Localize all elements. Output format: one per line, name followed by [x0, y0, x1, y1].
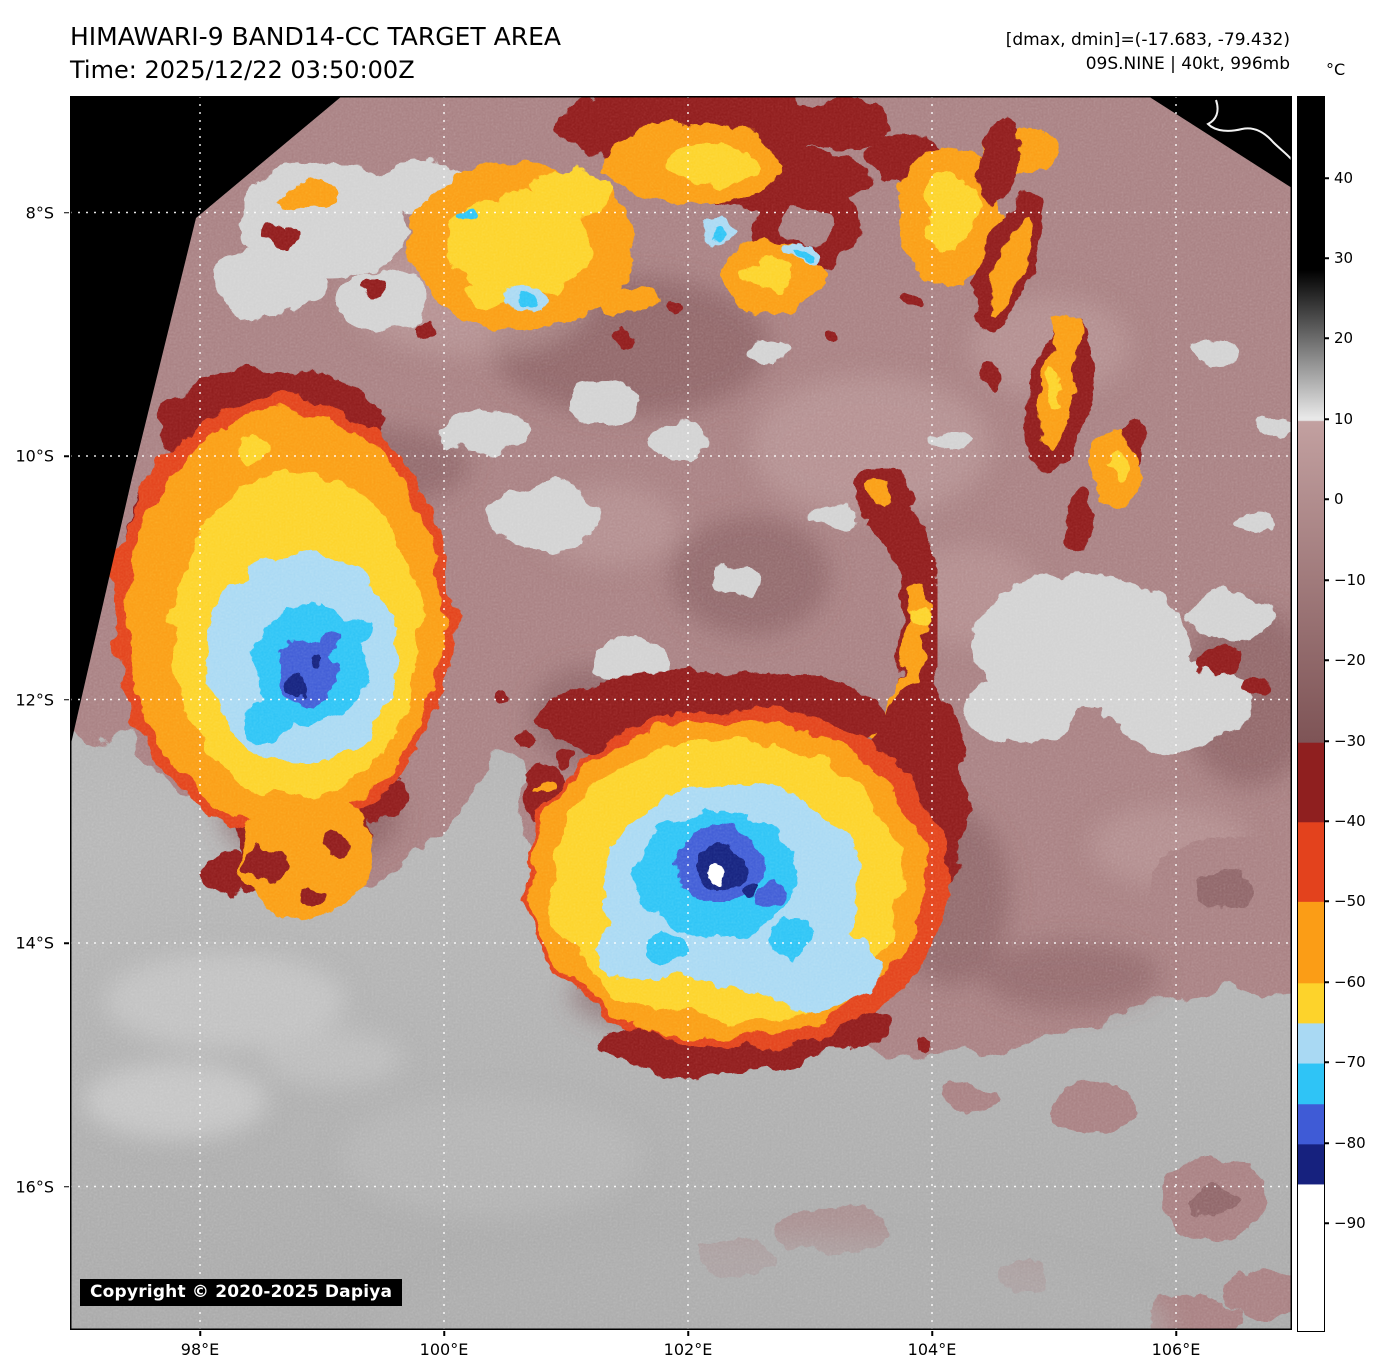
satellite-image [70, 96, 1292, 1330]
colorbar-tick-labels: 40 30 20 10 0 −10 −20 −30 −40 −50 −60 −7… [1324, 96, 1388, 1330]
colorbar-unit-label: °C [1326, 60, 1346, 79]
colorbar-tick-label: −60 [1334, 973, 1366, 991]
lat-tick-label: 14°S [15, 933, 54, 953]
lat-tick-label: 16°S [15, 1177, 54, 1196]
product-title: HIMAWARI-9 BAND14-CC TARGET AREA [70, 22, 562, 51]
colorbar-tick-label: −70 [1334, 1053, 1366, 1071]
lon-tick-label: 102°E [663, 1340, 713, 1359]
lon-tick-label: 100°E [419, 1340, 469, 1359]
lon-tick-label: 98°E [180, 1340, 220, 1359]
map-frame [70, 96, 1292, 1330]
lon-axis-ticks [70, 1331, 1292, 1337]
colorbar-tick-label: 0 [1334, 490, 1344, 508]
colorbar-tick-label: 20 [1334, 329, 1354, 347]
colorbar-tick-label: 30 [1334, 249, 1354, 267]
colorbar-tick-label: −30 [1334, 732, 1366, 750]
colorbar-tick-label: −20 [1334, 651, 1366, 669]
copyright-badge: Copyright © 2020-2025 Dapiya [80, 1279, 403, 1306]
colorbar-tick-label: −10 [1334, 571, 1366, 589]
lon-tick-label: 106°E [1151, 1340, 1201, 1359]
map-area: Copyright © 2020-2025 Dapiya [70, 96, 1292, 1330]
scan-edge-mask [70, 96, 1292, 748]
storm-readout: 09S.NINE | 40kt, 996mb [1085, 54, 1290, 74]
dmax-dmin-readout: [dmax, dmin]=(-17.683, -79.432) [1005, 30, 1290, 50]
product-time: Time: 2025/12/22 03:50:00Z [70, 56, 415, 84]
grain-overlay [70, 96, 1292, 1330]
header-info: [dmax, dmin]=(-17.683, -79.432) 09S.NINE… [1006, 28, 1290, 76]
graticule [70, 96, 1292, 1330]
lat-tick-label: 12°S [15, 690, 54, 709]
coastline [1206, 99, 1292, 161]
colorbar-tick-label: −40 [1334, 812, 1366, 830]
colorbar-tick-label: −80 [1334, 1134, 1366, 1152]
temperature-colorbar [1297, 96, 1325, 1332]
lat-tick-label: 8°S [25, 203, 54, 222]
lat-tick-label: 10°S [15, 446, 54, 466]
lat-axis-ticks [64, 96, 70, 1330]
colorbar-tick-label: 10 [1334, 410, 1354, 428]
colorbar-tick-label: −50 [1334, 892, 1366, 910]
colorbar-tick-label: −90 [1334, 1214, 1366, 1232]
lat-axis: 8°S 10°S 12°S 14°S 16°S [0, 96, 62, 1330]
lon-axis: 98°E 100°E 102°E 104°E 106°E [70, 1340, 1292, 1359]
lon-tick-label: 104°E [907, 1340, 957, 1359]
colorbar-tick-label: 40 [1334, 169, 1354, 187]
